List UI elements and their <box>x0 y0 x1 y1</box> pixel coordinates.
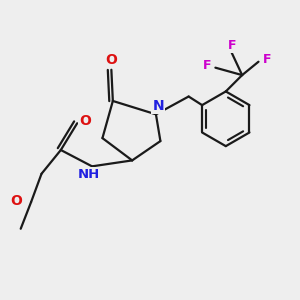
Text: O: O <box>105 53 117 67</box>
Text: F: F <box>227 39 236 52</box>
Text: N: N <box>152 99 164 113</box>
Text: F: F <box>262 53 271 66</box>
Text: O: O <box>10 194 22 208</box>
Text: O: O <box>79 114 91 128</box>
Text: NH: NH <box>78 168 100 181</box>
Text: F: F <box>203 59 211 72</box>
